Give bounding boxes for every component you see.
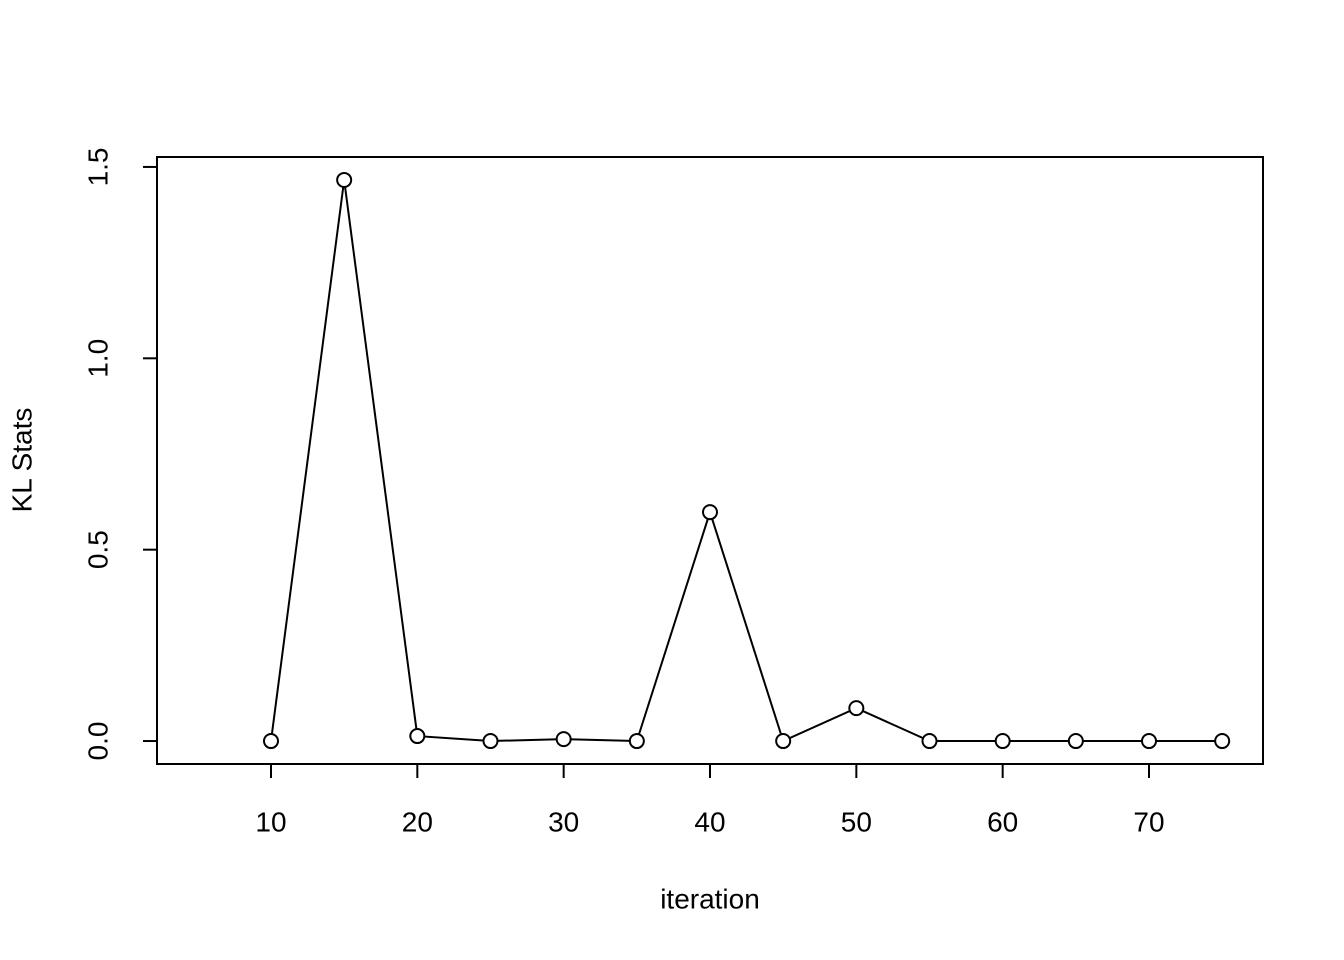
data-point bbox=[409, 728, 426, 745]
x-tick-label: 60 bbox=[987, 806, 1018, 837]
data-point bbox=[555, 731, 572, 748]
y-axis-label: KL Stats bbox=[6, 408, 37, 513]
y-tick-label: 1.5 bbox=[82, 147, 113, 186]
data-point bbox=[1067, 733, 1084, 750]
x-axis-label: iteration bbox=[660, 883, 760, 914]
y-tick-label: 0.5 bbox=[82, 530, 113, 569]
x-tick-label: 50 bbox=[841, 806, 872, 837]
y-tick-label: 0.0 bbox=[82, 722, 113, 761]
data-point bbox=[1141, 733, 1158, 750]
data-point bbox=[336, 171, 353, 188]
y-tick-label: 1.0 bbox=[82, 339, 113, 378]
data-point bbox=[1214, 733, 1231, 750]
data-point bbox=[262, 733, 279, 750]
data-point bbox=[482, 733, 499, 750]
data-point bbox=[921, 733, 938, 750]
series-line bbox=[270, 179, 1223, 743]
data-point bbox=[775, 733, 792, 750]
data-point bbox=[994, 733, 1011, 750]
x-tick-label: 40 bbox=[694, 806, 725, 837]
x-tick-label: 70 bbox=[1133, 806, 1164, 837]
plot-box bbox=[156, 156, 1264, 765]
x-tick-label: 20 bbox=[402, 806, 433, 837]
x-tick-label: 10 bbox=[255, 806, 286, 837]
data-point bbox=[628, 733, 645, 750]
data-point bbox=[848, 700, 865, 717]
data-point bbox=[702, 504, 718, 521]
x-tick-label: 30 bbox=[548, 806, 579, 837]
